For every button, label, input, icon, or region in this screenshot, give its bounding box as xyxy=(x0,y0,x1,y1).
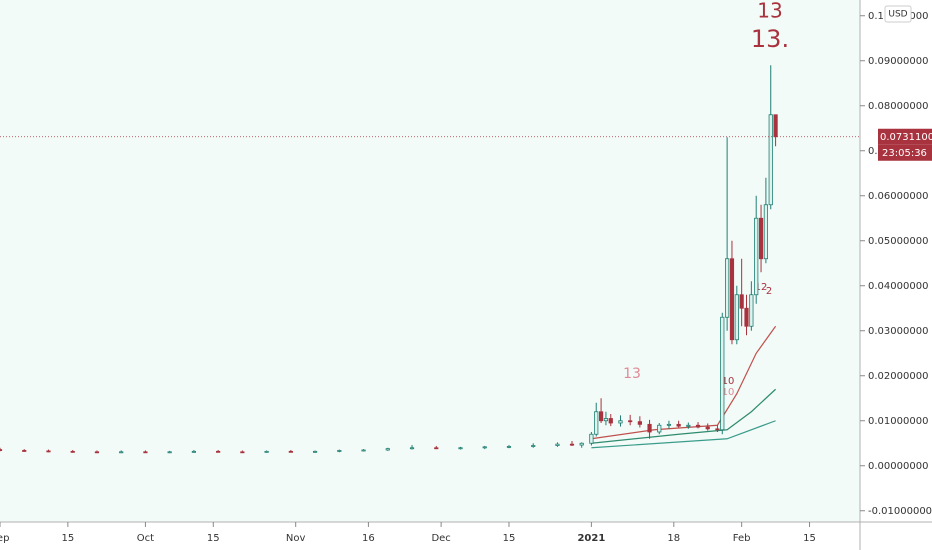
candle-body xyxy=(458,447,463,450)
annotation: 12 xyxy=(755,282,768,293)
candle-body xyxy=(264,450,269,453)
x-tick-label: 18 xyxy=(667,533,680,544)
candle-body xyxy=(312,450,318,453)
candle-body xyxy=(191,450,196,453)
countdown-box xyxy=(878,144,932,161)
annotation: 2 xyxy=(766,286,772,297)
y-tick-label: 0.00000000 xyxy=(868,461,928,472)
candle-body xyxy=(749,294,754,327)
candle-body xyxy=(22,450,27,452)
x-tick-label: Oct xyxy=(137,533,154,544)
candle-body xyxy=(409,447,415,450)
candle-body xyxy=(216,450,221,453)
candle-body xyxy=(46,450,51,453)
plot-area xyxy=(0,0,860,522)
candle-body xyxy=(729,258,735,341)
moving-average xyxy=(591,420,776,449)
candle-body xyxy=(720,316,725,431)
candle-body xyxy=(531,445,536,447)
candle-body xyxy=(594,411,599,435)
candle-body xyxy=(666,423,672,426)
candle-body xyxy=(385,448,390,451)
candle-body xyxy=(725,258,730,318)
candle-body xyxy=(579,442,584,446)
annotation: 10 xyxy=(722,376,735,387)
price-label: 0.07311000 xyxy=(880,132,932,143)
candle-body xyxy=(589,433,594,444)
candle-body xyxy=(695,424,701,428)
candle-body xyxy=(598,411,604,422)
candle-body xyxy=(739,294,744,309)
candle-body xyxy=(434,447,439,450)
candle-body xyxy=(734,294,739,341)
x-tick-label: 15 xyxy=(207,533,220,544)
candle-body xyxy=(0,449,3,451)
candle-body xyxy=(482,446,487,449)
x-tick-label: 2021 xyxy=(577,533,605,544)
candle-body xyxy=(618,420,623,424)
candle-body xyxy=(773,114,778,138)
candle-body xyxy=(555,443,560,446)
candle-body xyxy=(686,424,691,427)
x-tick-label: 15 xyxy=(61,533,74,544)
annotation: 10 xyxy=(722,387,735,398)
candle-body xyxy=(705,426,710,430)
x-tick-label: Dec xyxy=(431,533,450,544)
candle-body xyxy=(70,450,75,453)
countdown: 23:05:36 xyxy=(882,148,927,159)
candle-body xyxy=(337,450,342,452)
x-tick-label: Feb xyxy=(733,533,751,544)
candle-body xyxy=(768,114,773,206)
candle-body xyxy=(628,420,633,423)
annotation: 13 xyxy=(623,366,641,382)
moving-average xyxy=(591,325,777,440)
y-tick-label: 0.01000000 xyxy=(868,416,928,427)
candle-body xyxy=(608,418,613,424)
currency: USD xyxy=(888,10,907,20)
candle-body xyxy=(167,451,172,454)
x-tick-label: Sep xyxy=(0,533,9,544)
y-tick-label: 0.09000000 xyxy=(868,56,928,67)
candle-body xyxy=(569,443,575,446)
y-tick-label: 0.08000000 xyxy=(868,101,928,112)
candle-body xyxy=(240,451,245,454)
price-label-box xyxy=(878,128,932,145)
candle-body xyxy=(754,217,759,296)
x-tick-label: Nov xyxy=(286,533,306,544)
candle-body xyxy=(657,424,662,433)
candle-body xyxy=(763,204,768,260)
candle-body xyxy=(94,451,100,454)
candle-body xyxy=(676,423,681,427)
annotation: 13. xyxy=(751,25,789,53)
x-tick-label: 15 xyxy=(503,533,516,544)
y-tick-label: 0.02000000 xyxy=(868,371,928,382)
y-tick-label: 0.06000000 xyxy=(868,191,928,202)
annotation: 13 xyxy=(757,0,782,23)
y-tick-label: 0.03000000 xyxy=(868,326,928,337)
y-tick-label: 0.05000000 xyxy=(868,236,928,247)
candle-body xyxy=(361,449,366,452)
y-tick-label: -0.01000000 xyxy=(868,506,932,517)
y-tick-label: 0.04000000 xyxy=(868,281,928,292)
candle-body xyxy=(288,450,293,453)
x-tick-label: 16 xyxy=(362,533,375,544)
candle-body xyxy=(758,217,764,260)
currency-badge xyxy=(884,5,912,23)
x-tick-label: 15 xyxy=(803,533,816,544)
candle-body xyxy=(715,428,720,431)
candle-body xyxy=(143,451,148,454)
candle-body xyxy=(744,307,749,327)
candle-body xyxy=(506,445,512,448)
candle-body xyxy=(647,423,652,433)
candle-body xyxy=(603,418,609,422)
candle-body xyxy=(119,451,124,454)
candle-body xyxy=(637,421,642,425)
